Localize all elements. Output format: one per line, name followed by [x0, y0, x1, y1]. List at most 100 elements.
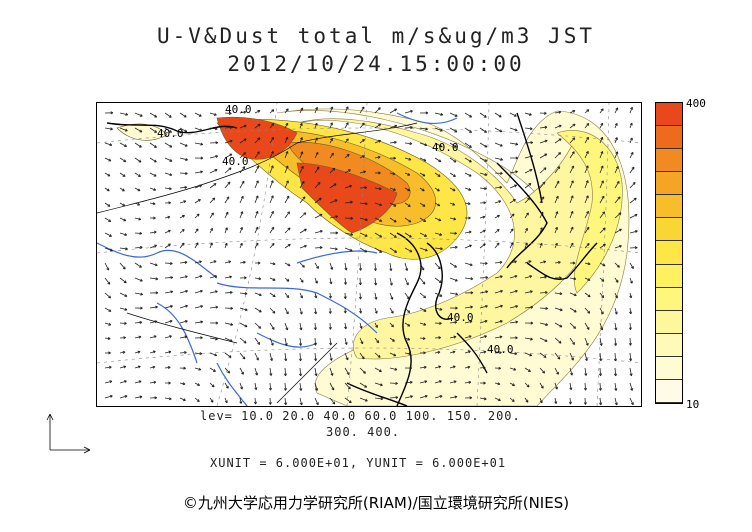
wind-arrow	[464, 157, 472, 163]
wind-arrow	[194, 397, 200, 402]
wind-arrow	[194, 242, 199, 249]
wind-arrow-head	[358, 268, 363, 271]
wind-arrow	[209, 397, 214, 403]
wind-arrow	[494, 112, 502, 118]
wind-arrow-head	[558, 152, 561, 156]
wind-arrow	[509, 397, 515, 402]
wind-arrow-head	[409, 142, 413, 146]
wind-arrow-head	[110, 127, 113, 131]
wind-arrow-head	[514, 352, 518, 356]
wind-arrow	[509, 367, 517, 371]
wind-arrow-head	[154, 130, 157, 133]
wind-arrow	[149, 262, 158, 266]
wind-arrow	[119, 277, 127, 284]
wind-arrow	[119, 307, 128, 311]
wind-arrow	[569, 367, 573, 376]
wind-arrow-head	[316, 166, 320, 170]
colorbar-cell	[656, 103, 682, 127]
wind-arrow-head	[587, 310, 591, 314]
wind-arrow-head	[573, 277, 577, 281]
wind-arrow-head	[314, 137, 318, 141]
wind-arrow-head	[499, 129, 503, 133]
wind-arrow-head	[515, 305, 519, 309]
wind-arrow-head	[181, 228, 185, 232]
wind-arrow	[269, 226, 275, 234]
wind-arrow-head	[200, 304, 204, 308]
wind-arrow	[629, 277, 633, 284]
wind-arrow	[629, 137, 633, 144]
colorbar-max-label: 400	[686, 97, 706, 110]
wind-arrow-head	[153, 216, 156, 220]
wind-arrow	[164, 127, 172, 133]
wind-arrow-head	[499, 143, 503, 147]
wind-arrow-head	[602, 227, 606, 231]
wind-arrow-head	[377, 155, 381, 159]
wind-arrow	[584, 180, 589, 189]
wind-arrow-head	[152, 202, 156, 206]
wind-arrow	[614, 277, 619, 283]
wind-arrow-head	[257, 123, 261, 127]
wind-arrow-head	[584, 358, 588, 362]
wind-arrow	[404, 381, 413, 384]
wind-arrow-head	[600, 327, 604, 331]
wind-arrow	[299, 196, 306, 204]
wind-arrow-head	[255, 372, 259, 376]
wind-arrow	[314, 213, 323, 219]
wind-arrow	[509, 171, 518, 174]
wind-arrow-head	[437, 203, 441, 207]
contour-levels-line2: 300. 400.	[326, 425, 401, 439]
wind-arrow	[179, 305, 188, 309]
wind-arrow	[134, 142, 142, 148]
wind-arrow-head	[438, 218, 442, 222]
wind-arrow-head	[555, 386, 558, 390]
wind-arrow	[209, 127, 218, 130]
wind-arrow	[179, 157, 188, 161]
wind-arrow-head	[530, 154, 533, 158]
wind-arrow-head	[271, 123, 275, 126]
wind-arrow-head	[482, 229, 486, 233]
wind-arrow-head	[469, 145, 472, 148]
wind-arrow	[209, 242, 213, 249]
wind-arrow-head	[630, 106, 634, 110]
wind-arrow	[569, 180, 574, 189]
wind-arrow	[119, 380, 127, 384]
wind-arrow	[179, 261, 188, 264]
wind-arrow-head	[423, 295, 427, 299]
wind-arrow-head	[511, 213, 515, 217]
wind-arrow-head	[345, 138, 349, 142]
wind-arrow	[569, 382, 572, 390]
wind-arrow	[389, 307, 394, 314]
wind-arrow-head	[153, 187, 157, 191]
colorbar-cell	[656, 379, 682, 403]
wind-arrow	[494, 261, 503, 264]
wind-arrow-head	[515, 320, 519, 324]
wind-arrow	[134, 321, 142, 324]
wind-arrow	[299, 367, 302, 376]
wind-arrow-head	[468, 187, 472, 191]
wind-arrow-head	[572, 123, 576, 127]
reference-vector-icon	[46, 413, 91, 454]
wind-arrow-head	[364, 186, 367, 190]
wind-arrow-head	[243, 340, 247, 344]
wind-arrow-head	[631, 166, 635, 170]
wind-arrow	[119, 247, 128, 250]
wind-arrow-head	[285, 180, 289, 184]
wind-arrow-head	[185, 171, 188, 175]
wind-arrow-head	[169, 159, 173, 162]
wind-arrow-head	[601, 180, 604, 184]
wind-arrow	[239, 242, 243, 249]
wind-arrow	[479, 397, 487, 400]
wind-arrow-head	[344, 342, 348, 345]
wind-arrow	[239, 227, 243, 234]
wind-arrow	[134, 127, 143, 133]
wind-arrow	[524, 306, 533, 309]
wind-arrow	[254, 226, 259, 234]
wind-arrow-head	[630, 402, 634, 406]
wind-arrow	[164, 291, 173, 294]
wind-arrow	[584, 137, 589, 144]
wind-arrow-head	[499, 351, 502, 355]
wind-arrow-head	[544, 139, 548, 143]
wind-arrow	[374, 352, 381, 358]
wind-arrow-head	[314, 373, 318, 377]
wind-arrow-head	[271, 109, 275, 113]
